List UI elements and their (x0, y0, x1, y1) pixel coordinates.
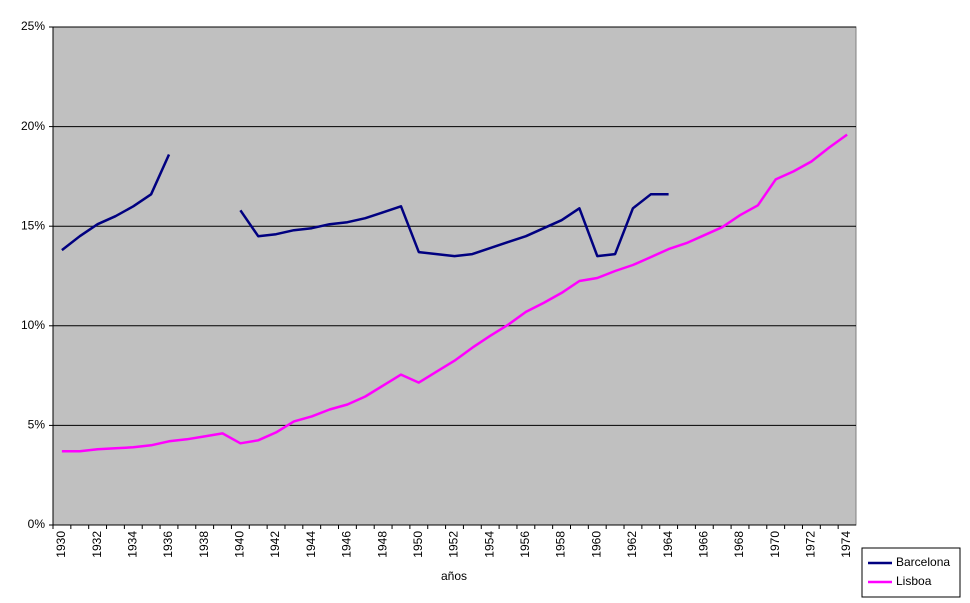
x-tick-label: 1950 (411, 531, 425, 558)
x-tick-label: 1956 (518, 531, 532, 558)
x-tick-label: 1938 (197, 531, 211, 558)
x-tick-label: 1974 (839, 531, 853, 558)
y-tick-label: 0% (28, 517, 46, 531)
x-tick-label: 1962 (625, 531, 639, 558)
x-tick-label: 1964 (661, 531, 675, 558)
plot-area (52, 26, 857, 526)
x-tick-label: 1966 (696, 531, 710, 558)
x-tick-label: 1968 (732, 531, 746, 558)
series-line (61, 133, 848, 453)
x-tick-label: 1946 (340, 531, 354, 558)
legend-label: Barcelona (896, 555, 950, 569)
x-tick-label: 1960 (589, 531, 603, 558)
y-tick-label: 5% (28, 418, 46, 432)
y-tick-label: 20% (21, 119, 45, 133)
y-tick-label: 15% (21, 218, 45, 232)
x-tick-label: 1948 (375, 531, 389, 558)
x-tick-label: 1958 (554, 531, 568, 558)
x-tick-label: 1936 (161, 531, 175, 558)
x-tick-label: 1940 (233, 531, 247, 558)
x-tick-label: 1944 (304, 531, 318, 558)
x-tick-label: 1954 (482, 531, 496, 558)
x-tick-label: 1932 (90, 531, 104, 558)
legend-label: Lisboa (896, 574, 932, 588)
x-tick-label: 1934 (125, 531, 139, 558)
legend (861, 547, 961, 598)
series-line (61, 153, 669, 258)
y-tick-label: 25% (21, 19, 45, 33)
x-tick-label: 1952 (447, 531, 461, 558)
x-axis-label: años (441, 569, 467, 583)
x-tick-label: 1930 (54, 531, 68, 558)
x-tick-label: 1942 (268, 531, 282, 558)
x-tick-label: 1972 (804, 531, 818, 558)
x-tick-label: 1970 (768, 531, 782, 558)
y-tick-label: 10% (21, 318, 45, 332)
